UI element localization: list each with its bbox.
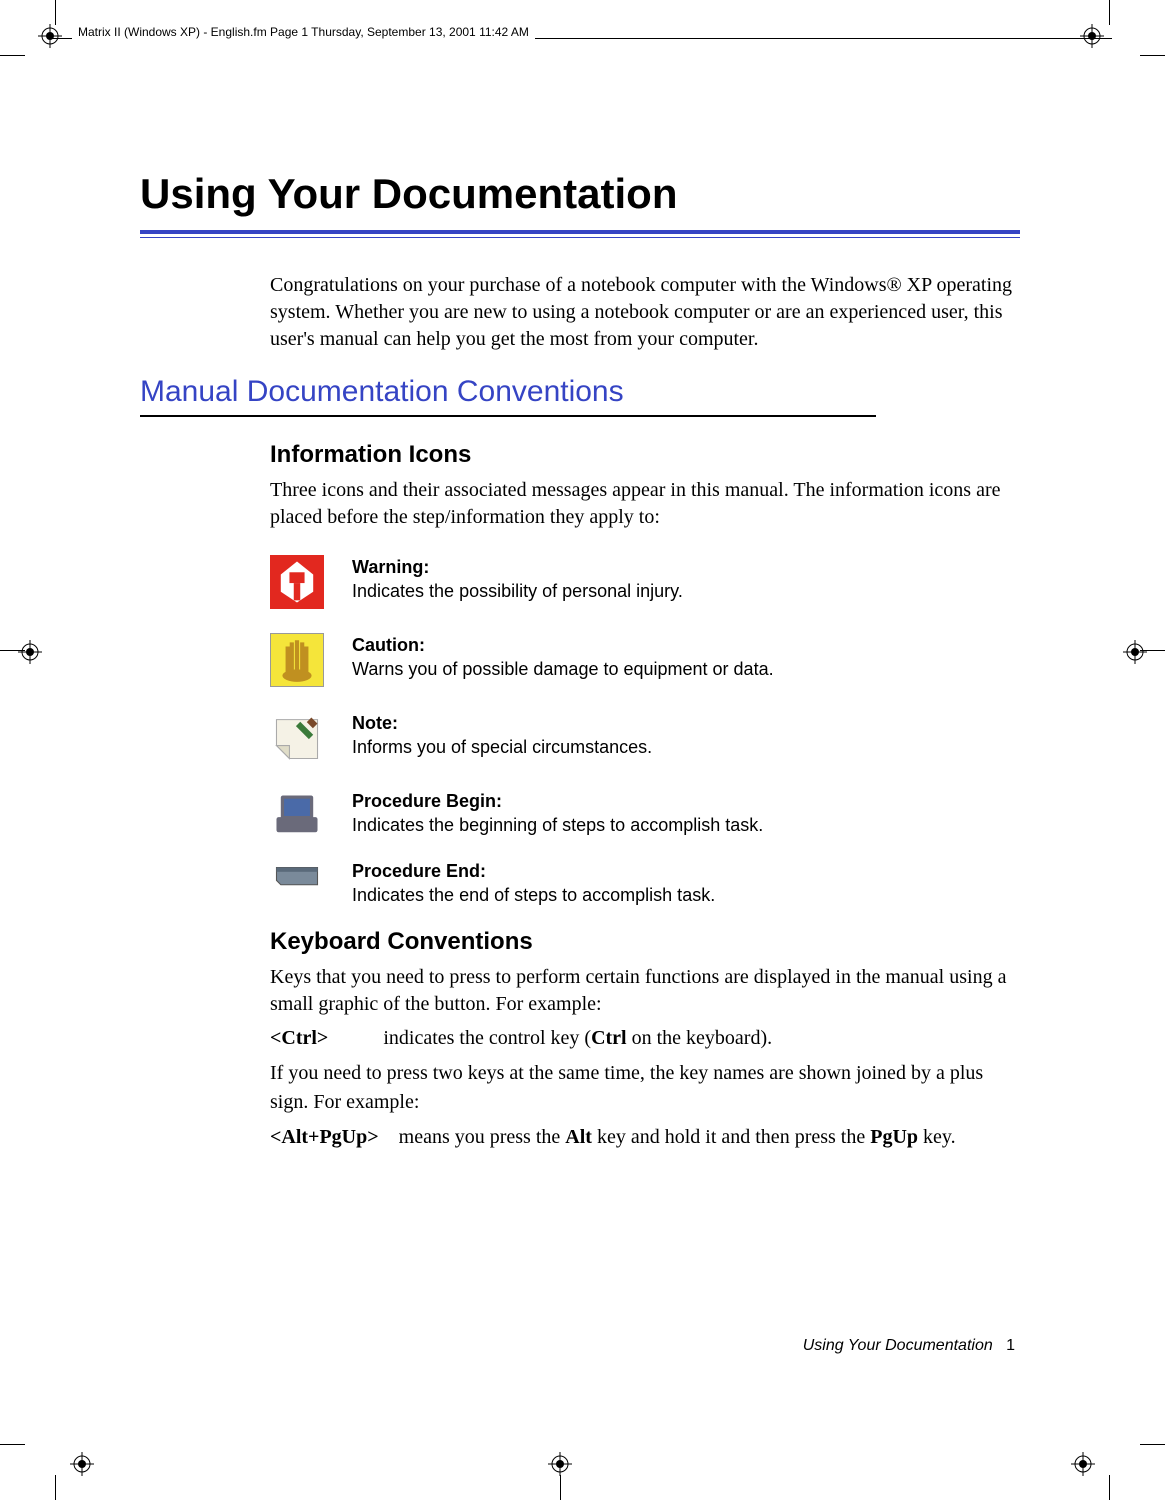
- crop-mark: [1140, 1444, 1165, 1445]
- ex2-pre: means you press the: [399, 1126, 566, 1148]
- icon-item-name: Caution:: [352, 635, 425, 655]
- icon-item-text: Note: Informs you of special circumstanc…: [352, 711, 652, 760]
- icon-item-name: Procedure Begin:: [352, 791, 502, 811]
- footer-label: Using Your Documentation: [803, 1337, 993, 1354]
- intro-paragraph: Congratulations on your purchase of a no…: [270, 272, 1020, 353]
- icon-item-text: Procedure End: Indicates the end of step…: [352, 859, 715, 908]
- icon-item-procedure-end: Procedure End: Indicates the end of step…: [270, 859, 1020, 908]
- icon-item-desc: Indicates the possibility of personal in…: [352, 581, 683, 601]
- subheading-keyboard: Keyboard Conventions: [270, 928, 1020, 956]
- icon-item-note: Note: Informs you of special circumstanc…: [270, 711, 1020, 765]
- icon-item-text: Caution: Warns you of possible damage to…: [352, 633, 774, 682]
- note-icon: [270, 711, 324, 765]
- key-ctrl: <Ctrl>: [270, 1027, 328, 1049]
- page-title: Using Your Documentation: [140, 170, 1020, 218]
- icon-item-name: Warning:: [352, 557, 429, 577]
- icon-item-desc: Warns you of possible damage to equipmen…: [352, 659, 774, 679]
- ex2-mid: key and hold it and then press the: [592, 1126, 870, 1148]
- subheading-info-icons: Information Icons: [270, 441, 1020, 469]
- icon-item-procedure-begin: Procedure Begin: Indicates the beginning…: [270, 789, 1020, 843]
- keyboard-example-1: <Ctrl> indicates the control key (Ctrl o…: [270, 1024, 1020, 1053]
- ex2-post: key.: [918, 1126, 956, 1148]
- icon-item-caution: Caution: Warns you of possible damage to…: [270, 633, 1020, 687]
- icon-item-name: Note:: [352, 713, 398, 733]
- icon-item-warning: Warning: Indicates the possibility of pe…: [270, 555, 1020, 609]
- page-footer: Using Your Documentation 1: [803, 1337, 1015, 1355]
- icon-item-desc: Informs you of special circumstances.: [352, 737, 652, 757]
- keyboard-p1: Keys that you need to press to perform c…: [270, 964, 1020, 1018]
- registration-mark-icon: [18, 640, 42, 664]
- procedure-end-icon: [270, 859, 324, 895]
- procedure-begin-icon: [270, 789, 324, 843]
- icon-item-desc: Indicates the beginning of steps to acco…: [352, 815, 763, 835]
- crop-mark: [1109, 0, 1110, 25]
- caution-icon: [270, 633, 324, 687]
- keyboard-p2: If you need to press two keys at the sam…: [270, 1059, 1020, 1117]
- section-rule: [140, 415, 876, 417]
- ex1-bold: Ctrl: [591, 1027, 627, 1049]
- registration-mark-icon: [548, 1452, 572, 1476]
- icon-item-text: Warning: Indicates the possibility of pe…: [352, 555, 683, 604]
- registration-mark-icon: [38, 24, 62, 48]
- icon-item-name: Procedure End:: [352, 861, 486, 881]
- registration-mark-icon: [1123, 640, 1147, 664]
- ex1-post: on the keyboard).: [627, 1027, 773, 1049]
- crop-mark: [560, 1475, 561, 1500]
- crop-mark: [0, 1444, 25, 1445]
- info-icons-intro: Three icons and their associated message…: [270, 477, 1020, 531]
- ex2-b2: PgUp: [870, 1126, 918, 1148]
- icon-item-desc: Indicates the end of steps to accomplish…: [352, 885, 715, 905]
- crop-mark: [55, 1475, 56, 1500]
- ex1-pre: indicates the control key (: [383, 1027, 591, 1049]
- running-head: Matrix II (Windows XP) - English.fm Page…: [72, 25, 535, 39]
- crop-mark: [1109, 1475, 1110, 1500]
- icon-item-text: Procedure Begin: Indicates the beginning…: [352, 789, 763, 838]
- ex2-b1: Alt: [565, 1126, 592, 1148]
- registration-mark-icon: [1080, 24, 1104, 48]
- crop-mark: [55, 0, 56, 25]
- crop-mark: [1140, 55, 1165, 56]
- keyboard-example-2: <Alt+PgUp> means you press the Alt key a…: [270, 1123, 1020, 1152]
- registration-mark-icon: [70, 1452, 94, 1476]
- key-alt-pgup: <Alt+PgUp>: [270, 1126, 379, 1148]
- page-content: Using Your Documentation Congratulations…: [140, 170, 1020, 1152]
- footer-page-number: 1: [1006, 1337, 1015, 1354]
- registration-mark-icon: [1071, 1452, 1095, 1476]
- section-heading-conventions: Manual Documentation Conventions: [140, 375, 1020, 409]
- crop-mark: [0, 55, 25, 56]
- title-underline: [140, 230, 1020, 238]
- warning-icon: [270, 555, 324, 609]
